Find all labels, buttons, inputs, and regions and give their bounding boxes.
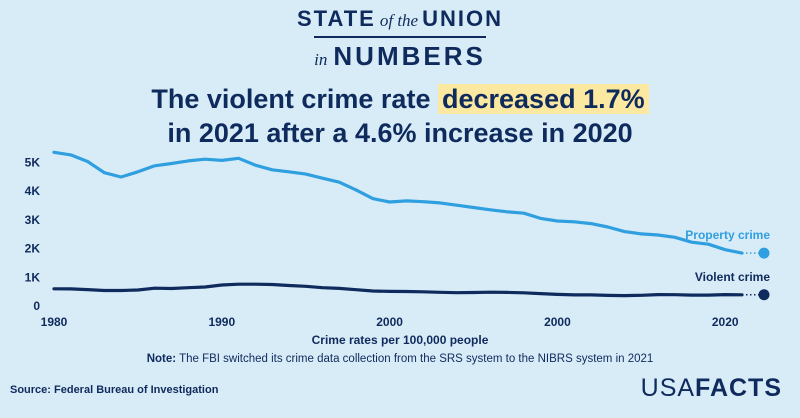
headline-highlight: decreased 1.7% xyxy=(437,84,649,114)
source-text: Source: Federal Bureau of Investigation xyxy=(10,384,219,396)
x-tick-label: 2000 xyxy=(544,315,571,329)
logo-line-1: STATE of the UNION xyxy=(0,6,800,32)
series-lines xyxy=(52,150,744,298)
logo-rule xyxy=(314,36,486,38)
headline: The violent crime rate decreased 1.7% in… xyxy=(0,82,800,150)
note-label: Note: xyxy=(146,353,177,365)
logo-in: in xyxy=(314,49,328,69)
y-tick-label: 1K xyxy=(25,270,41,284)
x-axis-ticks: 1980 1990 2000 2000 2020 xyxy=(41,315,739,329)
y-tick-label: 3K xyxy=(25,213,41,227)
crime-rate-line-chart: 0 1K 2K 3K 4K 5K 1980 1990 2000 2000 2020 Propert… xyxy=(25,150,770,329)
logo-union: UNION xyxy=(422,6,503,31)
brand-facts: FACTS xyxy=(695,374,782,402)
x-axis-label: Crime rates per 100,000 people xyxy=(311,333,489,347)
logo-numbers: NUMBERS xyxy=(333,40,486,71)
x-tick-label: 1990 xyxy=(208,315,235,329)
y-tick-label: 2K xyxy=(25,242,41,256)
logo-of-the: of the xyxy=(379,11,419,30)
x-tick-label: 2000 xyxy=(376,315,403,329)
chart-note: Note: The FBI switched its crime data co… xyxy=(0,353,800,365)
headline-line2: in 2021 after a 4.6% increase in 2020 xyxy=(167,118,633,148)
y-axis-ticks: 0 1K 2K 3K 4K 5K xyxy=(25,155,41,313)
series-end-marker xyxy=(758,247,770,259)
usafacts-logo: USAFACTS xyxy=(641,374,782,403)
series-line-property-crime xyxy=(52,150,744,255)
series-line-violent-crime xyxy=(52,282,744,298)
logo-line-2: in NUMBERS xyxy=(0,41,800,72)
headline-part1: The violent crime rate xyxy=(151,84,431,114)
series-end-marker xyxy=(758,289,770,301)
series-end-markers: Property crime Violent crime xyxy=(685,228,770,301)
series-label: Violent crime xyxy=(695,270,770,284)
note-text: The FBI switched its crime data collecti… xyxy=(176,353,654,365)
y-tick-label: 5K xyxy=(25,155,41,169)
series-end-connector xyxy=(725,248,743,254)
y-tick-label: 4K xyxy=(25,184,41,198)
y-tick-label: 0 xyxy=(33,299,40,313)
logo-state: STATE xyxy=(297,6,376,31)
state-of-the-union-logo: STATE of the UNION in NUMBERS xyxy=(0,6,800,72)
series-label: Property crime xyxy=(685,228,770,242)
x-tick-label: 2020 xyxy=(712,315,739,329)
brand-usa: USA xyxy=(640,374,696,402)
x-tick-label: 1980 xyxy=(41,315,68,329)
